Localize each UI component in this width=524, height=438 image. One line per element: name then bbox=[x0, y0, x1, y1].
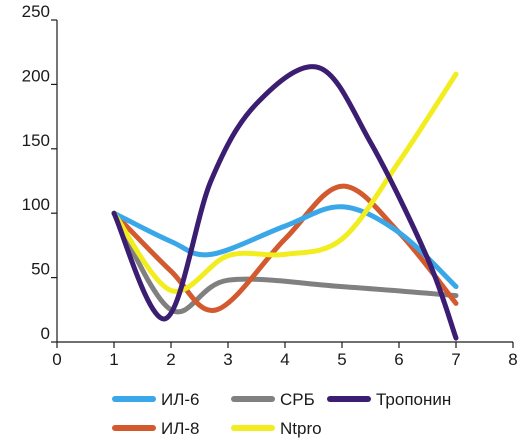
series-layer bbox=[111, 64, 459, 341]
y-tick-label: 0 bbox=[41, 324, 50, 343]
y-tick-label: 100 bbox=[22, 195, 50, 214]
x-tick-label: 6 bbox=[394, 350, 403, 369]
legend-label: СРБ bbox=[280, 390, 315, 409]
x-tick-label: 1 bbox=[109, 350, 118, 369]
legend-label: ИЛ-6 bbox=[161, 390, 200, 409]
legend-label: Тропонин bbox=[376, 390, 451, 409]
series-line-1 bbox=[111, 210, 459, 315]
series-line-0 bbox=[111, 204, 459, 290]
x-tick-label: 2 bbox=[166, 350, 175, 369]
y-tick-label: 150 bbox=[22, 131, 50, 150]
x-tick-label: 3 bbox=[223, 350, 232, 369]
y-tick-label: 50 bbox=[31, 260, 50, 279]
legend-label: Ntpro bbox=[280, 419, 322, 438]
legend-label: ИЛ-8 bbox=[161, 419, 200, 438]
legend: ИЛ-6 СРБ Тропонин ИЛ-8 Ntpro bbox=[112, 390, 451, 438]
x-tick-label: 4 bbox=[280, 350, 289, 369]
x-tick-label: 5 bbox=[337, 350, 346, 369]
axes: 0 50 100 150 200 250 0 1 2 3 4 5 6 7 8 bbox=[22, 2, 518, 369]
x-tick-label: 7 bbox=[451, 350, 460, 369]
y-tick-label: 250 bbox=[22, 2, 50, 21]
x-tick-label: 0 bbox=[52, 350, 61, 369]
series-line-2 bbox=[111, 64, 459, 341]
y-tick-label: 200 bbox=[22, 66, 50, 85]
series-line-4 bbox=[111, 71, 459, 294]
x-tick-label: 8 bbox=[508, 350, 517, 369]
